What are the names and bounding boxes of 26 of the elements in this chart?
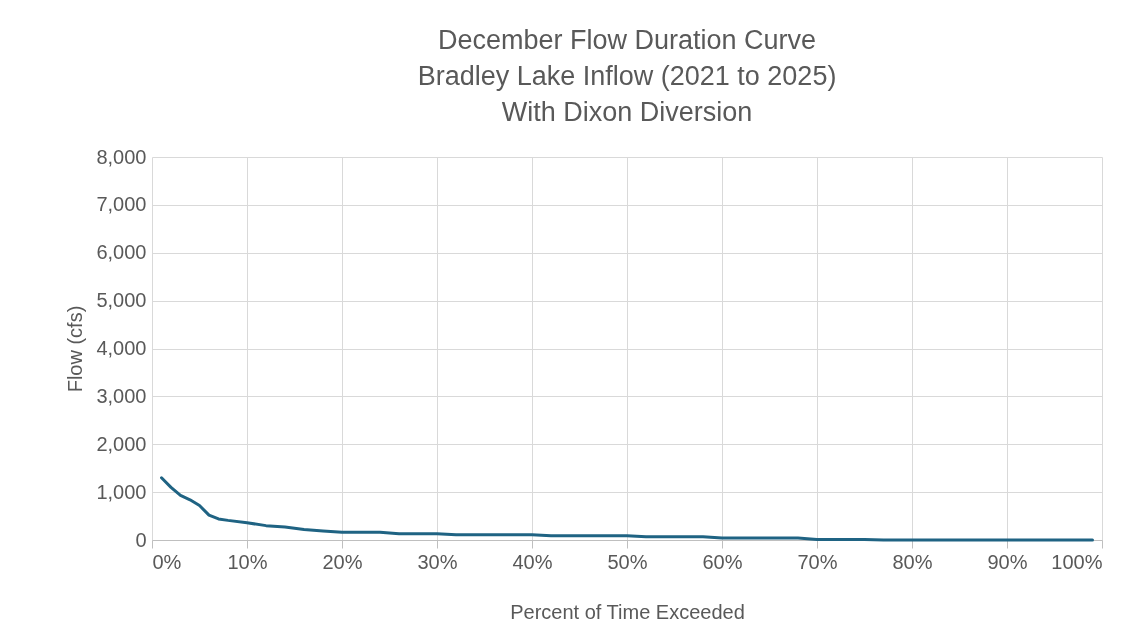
text: Bradley Lake Inflow (2021 to 2025): [417, 61, 837, 91]
y-tick-label: 1,000: [96, 480, 147, 503]
line-series: [160, 476, 1094, 542]
x-tick-label: 100%: [1051, 550, 1103, 573]
x-tick-label: 50%: [607, 550, 648, 573]
x-tick-label: 10%: [227, 550, 268, 573]
y-tick-label: 7,000: [96, 193, 147, 216]
y-tick-label: 2,000: [96, 432, 147, 455]
y-axis-title: Flow (cfs): [64, 305, 87, 393]
y-tick-label: 0: [135, 528, 147, 551]
x-tick-label: 70%: [797, 550, 838, 573]
y-tick-label: 6,000: [96, 241, 147, 264]
x-tick-label: 60%: [702, 550, 743, 573]
x-axis-title: Percent of Time Exceeded: [510, 600, 745, 623]
x-tick-label: 0%: [152, 550, 182, 573]
y-tick-label: 3,000: [96, 384, 147, 407]
text: December Flow Duration Curve: [437, 25, 817, 55]
y-tick-label: 5,000: [96, 289, 147, 312]
y-tick-label: 4,000: [96, 337, 147, 359]
text: With Dixon Diversion: [501, 97, 753, 127]
x-tick-label: 80%: [892, 550, 933, 573]
x-tick-label: 40%: [512, 550, 553, 573]
x-tick-label: 20%: [322, 550, 363, 573]
y-tick-label: 8,000: [96, 145, 147, 168]
x-tick-label: 90%: [987, 550, 1028, 573]
x-tick-label: 30%: [417, 550, 458, 573]
